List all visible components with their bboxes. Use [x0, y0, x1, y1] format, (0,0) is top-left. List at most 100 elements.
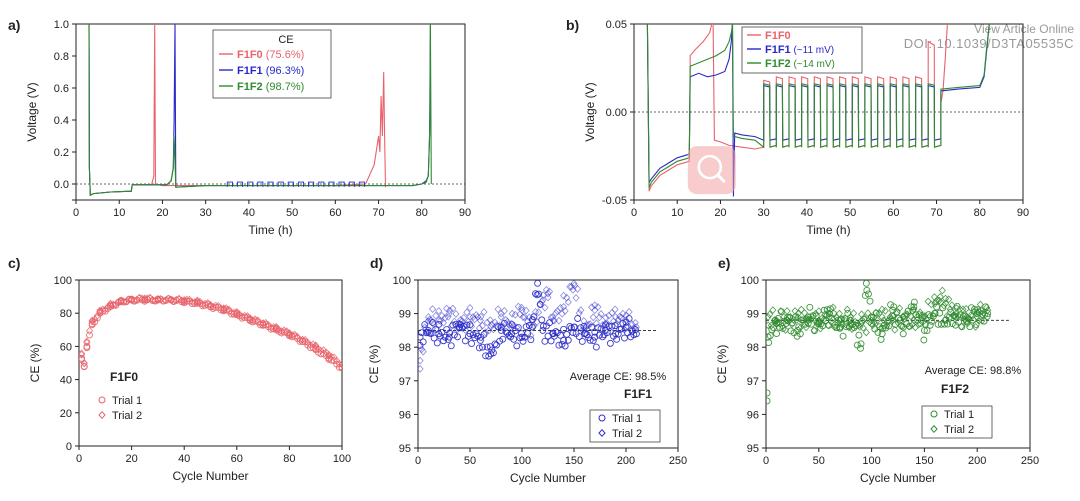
point-trial-2: [981, 310, 989, 319]
point-trial-2: [957, 322, 965, 331]
point-trial-2: [444, 312, 452, 321]
plot-content: [76, 24, 465, 197]
x-tick-label: 0: [415, 455, 421, 467]
point-trial-1: [433, 339, 441, 347]
point-trial-2: [583, 321, 591, 330]
legend-name: F1F2: [765, 58, 791, 70]
point-trial-2: [952, 309, 960, 318]
x-axis-label: Cycle Number: [510, 471, 586, 485]
y-tick-label: -0.05: [602, 195, 627, 207]
sample-label: F1F2: [941, 382, 969, 396]
point-trial-1: [338, 364, 342, 372]
point-trial-2: [154, 296, 162, 304]
point-trial-2: [941, 299, 950, 308]
x-axis-label: Cycle Number: [172, 469, 248, 483]
point-trial-2: [114, 298, 122, 306]
point-trial-2: [304, 338, 312, 347]
x-tick-label: 100: [513, 455, 531, 467]
x-tick-label: 40: [243, 207, 255, 219]
point-trial-2: [439, 318, 448, 327]
point-trial-2: [910, 316, 918, 325]
point-trial-1: [446, 329, 454, 337]
point-trial-2: [306, 341, 314, 349]
point-trial-2: [843, 305, 851, 314]
x-tick-label: 50: [464, 455, 476, 467]
point-trial-2: [238, 312, 246, 321]
x-tick-label: 40: [178, 453, 190, 465]
point-trial-2: [83, 337, 91, 346]
point-trial-2: [892, 309, 900, 318]
point-trial-1: [454, 333, 461, 341]
point-trial-2: [915, 320, 923, 329]
legend-entry: Trial 1: [944, 409, 974, 421]
point-trial-2: [575, 309, 583, 317]
point-trial-2: [555, 316, 563, 325]
point-trial-1: [461, 337, 469, 345]
x-tick-label: 70: [930, 207, 942, 219]
point-trial-2: [767, 321, 775, 330]
point-trial-2: [466, 303, 474, 312]
point-trial-1: [766, 397, 771, 405]
point-trial-2: [804, 316, 812, 325]
x-tick-label: 20: [714, 207, 726, 219]
point-trial-2: [861, 314, 869, 323]
legend-entry: F1F1 (96.3%): [237, 65, 304, 77]
x-tick-label: 30: [758, 207, 770, 219]
point-trial-2: [527, 331, 535, 340]
point-trial-1: [855, 331, 863, 339]
point-trial-2: [848, 325, 856, 333]
point-trial-2: [544, 289, 552, 298]
legend-value: (~14 mV): [791, 59, 835, 70]
point-trial-1: [217, 306, 225, 314]
point-trial-1: [877, 336, 885, 343]
legend-value: (75.6%): [263, 49, 305, 61]
y-tick-label: 100: [393, 275, 411, 287]
y-tick-label: 0.05: [606, 19, 627, 31]
point-trial-1: [606, 339, 614, 347]
point-trial-2: [521, 313, 529, 321]
sample-label: F1F0: [110, 370, 138, 384]
point-trial-2: [212, 301, 220, 310]
point-trial-2: [883, 321, 891, 330]
point-trial-2: [984, 306, 992, 315]
point-trial-2: [241, 311, 249, 320]
point-trial-2: [476, 316, 484, 325]
watermark-view-article[interactable]: View Article Online: [974, 22, 1074, 36]
point-trial-2: [533, 318, 541, 326]
point-trial-2: [88, 316, 96, 325]
point-trial-2: [489, 325, 497, 334]
point-trial-2: [773, 316, 781, 325]
x-tick-label: 40: [801, 207, 813, 219]
panel-label-d: d): [370, 255, 383, 271]
point-trial-1: [83, 342, 91, 350]
point-trial-2: [820, 315, 828, 324]
y-tick-label: 40: [60, 375, 72, 387]
x-tick-label: 50: [813, 455, 825, 467]
x-tick-label: 60: [887, 207, 899, 219]
point-trial-1: [923, 327, 931, 335]
point-trial-2: [167, 296, 175, 304]
point-trial-2: [183, 295, 191, 304]
x-tick-label: 0: [763, 455, 769, 467]
legend-name: F1F0: [765, 30, 791, 42]
point-trial-2: [774, 318, 782, 327]
point-trial-2: [864, 309, 872, 318]
point-trial-1: [826, 305, 834, 313]
point-trial-2: [927, 300, 935, 309]
point-trial-2: [949, 311, 957, 320]
point-trial-1: [513, 342, 521, 350]
point-trial-2: [438, 311, 446, 320]
point-trial-2: [815, 307, 823, 316]
point-trial-2: [794, 313, 802, 321]
point-trial-2: [487, 323, 495, 331]
point-trial-2: [141, 294, 149, 303]
point-trial-2: [951, 312, 959, 321]
point-trial-2: [201, 299, 209, 308]
point-trial-1: [955, 318, 963, 326]
point-trial-1: [944, 320, 952, 328]
y-tick-label: 0.6: [54, 83, 69, 95]
point-trial-1: [518, 333, 526, 341]
legend-value: (~11 mV): [791, 45, 834, 56]
point-trial-2: [978, 316, 986, 325]
point-trial-2: [601, 319, 609, 328]
